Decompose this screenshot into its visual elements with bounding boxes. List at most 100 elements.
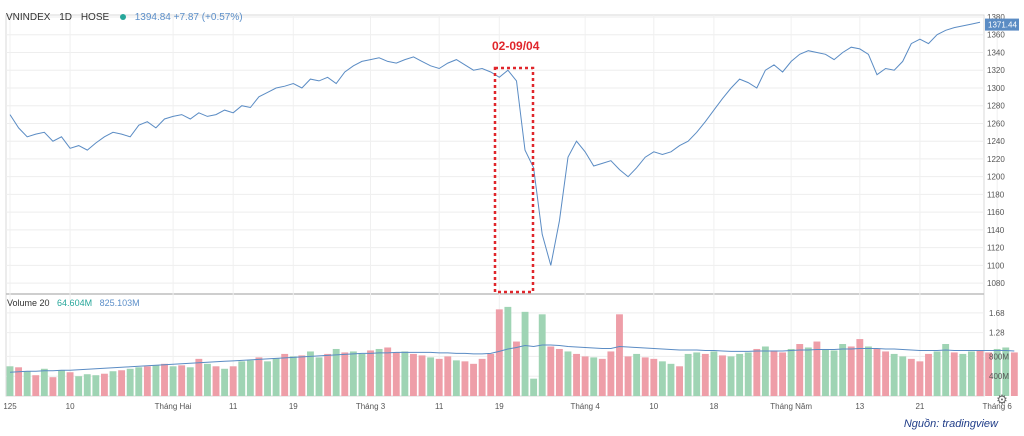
volume-bar	[427, 357, 435, 396]
volume-bar	[555, 348, 563, 396]
date-tick-label: Tháng 3	[356, 402, 386, 411]
date-tick-label: 10	[66, 402, 75, 411]
volume-bar	[933, 351, 941, 396]
volume-bar	[607, 351, 615, 396]
volume-tick-label: 1.28	[989, 329, 1005, 338]
volume-bar	[435, 358, 443, 396]
price-tick-label: 1220	[987, 155, 1005, 164]
volume-bar	[478, 358, 486, 396]
gear-icon[interactable]: ⚙	[996, 392, 1008, 407]
volume-bars	[6, 306, 1018, 396]
volume-bar	[796, 344, 804, 396]
volume-bar	[324, 353, 332, 396]
volume-bar	[281, 353, 289, 396]
volume-bar	[238, 361, 246, 396]
volume-bar	[332, 348, 340, 396]
price-tick-label: 1080	[987, 279, 1005, 288]
volume-bar	[847, 346, 855, 396]
volume-bar	[392, 352, 400, 396]
volume-bar	[349, 351, 357, 396]
volume-bar	[633, 353, 641, 396]
volume-bar	[856, 339, 864, 396]
volume-bar	[616, 314, 623, 396]
date-tick-label: 125	[3, 402, 17, 411]
volume-bar	[169, 366, 177, 396]
price-tick-label: 1240	[987, 137, 1005, 146]
volume-bar	[959, 353, 967, 396]
volume-bar	[779, 352, 786, 396]
price-tick-label: 1320	[987, 66, 1005, 75]
volume-bar	[126, 368, 134, 396]
volume-value: 64.604M	[57, 298, 93, 308]
volume-bar	[204, 363, 211, 396]
volume-bar	[58, 370, 65, 396]
date-tick-label: 11	[435, 402, 444, 411]
price-tick-label: 1300	[987, 84, 1005, 93]
volume-bar	[581, 356, 589, 396]
plot-frame	[5, 14, 985, 397]
volume-bar	[658, 361, 666, 396]
volume-bar	[161, 363, 168, 396]
volume-bar	[907, 358, 915, 396]
volume-bar	[470, 363, 477, 396]
volume-bar	[641, 357, 649, 396]
volume-bar	[100, 373, 108, 396]
axis-labels: 1080 1100 1120 1140 1160 1180 1200 1220 1240 1260…	[3, 13, 1012, 411]
volume-bar	[925, 353, 932, 396]
price-tick-label: 1280	[987, 102, 1005, 111]
price-tick-label: 1340	[987, 48, 1005, 57]
volume-bar	[727, 356, 735, 396]
volume-bar	[573, 353, 580, 396]
volume-bar	[212, 366, 220, 396]
price-tick-label: 1160	[987, 208, 1005, 217]
annotation-label: 02-09/04	[492, 39, 540, 53]
volume-bar	[40, 368, 48, 396]
volume-bar	[375, 348, 383, 396]
volume-bar	[135, 367, 143, 396]
volume-bar	[804, 347, 812, 396]
volume-bar	[32, 375, 40, 396]
volume-label: Volume 20	[7, 298, 50, 308]
volume-bar	[547, 346, 555, 396]
volume-bar	[298, 355, 306, 396]
volume-bar	[358, 353, 366, 396]
volume-bar	[92, 375, 100, 396]
volume-bar	[693, 352, 701, 396]
volume-bar	[676, 366, 683, 396]
date-tick-label: 10	[649, 402, 658, 411]
interval: 1D	[59, 12, 73, 23]
volume-bar	[143, 366, 151, 396]
price-tick-label: 1360	[987, 31, 1005, 40]
volume-bar	[410, 353, 417, 396]
volume-bar	[264, 361, 271, 396]
volume-header: Volume 20 64.604M 825.103M	[7, 298, 145, 308]
volume-bar	[229, 366, 237, 396]
volume-bar	[993, 348, 1001, 396]
volume-bar	[504, 306, 512, 396]
volume-bar	[530, 378, 538, 396]
highlight-box	[493, 66, 535, 294]
volume-bar	[538, 314, 546, 396]
volume-bar	[753, 348, 761, 396]
price-tick-label: 1380	[987, 13, 1005, 22]
volume-bar	[49, 377, 57, 396]
volume-bar	[315, 357, 323, 396]
volume-bar	[272, 358, 280, 396]
volume-bar	[736, 353, 744, 396]
volume-bar	[822, 348, 829, 396]
volume-bar	[890, 353, 898, 396]
volume-bar	[899, 356, 907, 396]
volume-bar	[341, 352, 349, 396]
price-tick-label: 1180	[987, 190, 1005, 199]
volume-bar	[109, 371, 117, 396]
volume-tick-label: 400M	[989, 372, 1009, 381]
volume-bar	[521, 311, 529, 396]
volume-bar	[770, 350, 778, 396]
last-price-tag: 1371.44	[985, 18, 1019, 31]
volume-bar	[289, 356, 297, 396]
volume-bar	[710, 351, 718, 396]
price-tag-bg	[985, 18, 1019, 31]
price-tag-label: 1371.44	[988, 21, 1017, 30]
price-tick-label: 1120	[987, 244, 1005, 253]
